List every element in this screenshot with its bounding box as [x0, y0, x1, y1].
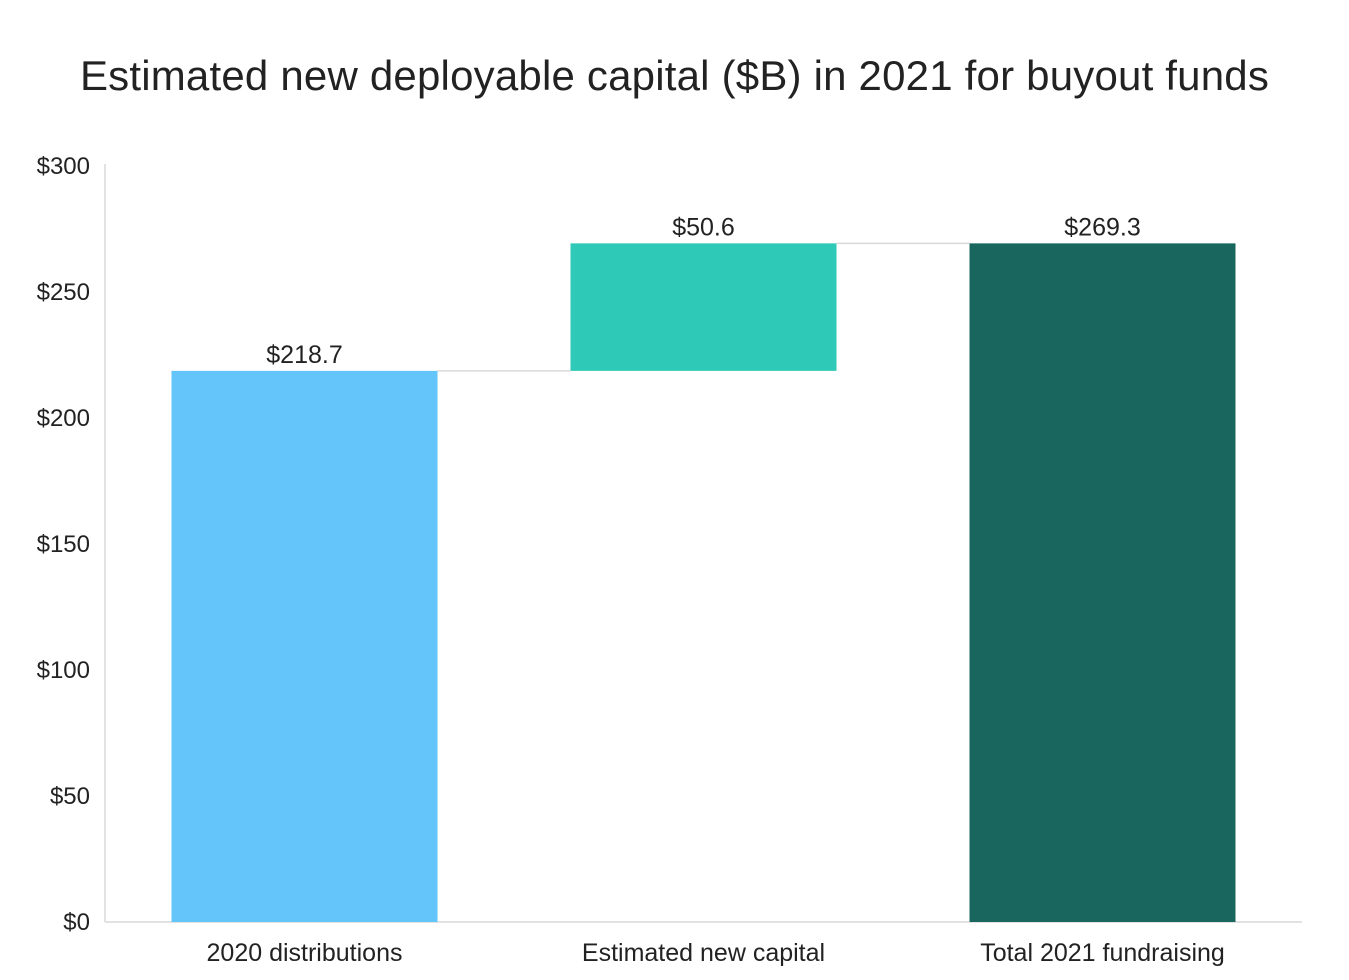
bars-layer [171, 243, 1236, 923]
x-category-label: Estimated new capital [582, 939, 825, 967]
labels-layer: $218.7 2020 distributions $50.6 Estimated n… [207, 213, 1225, 967]
y-tick-label: $100 [37, 657, 90, 684]
data-label: $50.6 [672, 213, 735, 241]
y-tick-label: $150 [37, 531, 90, 558]
y-tick-label: $250 [37, 279, 90, 306]
y-tick-label: $300 [37, 153, 90, 180]
y-tick-label: $50 [50, 783, 90, 810]
bar-2020-distributions [171, 370, 438, 923]
chart-title: Estimated new deployable capital ($B) in… [79, 52, 1270, 99]
axes-layer: $0 $50 $100 $150 $200 $250 $300 [37, 153, 1302, 936]
connector-layer [437, 242, 970, 372]
data-label: $269.3 [1064, 213, 1140, 241]
data-label: $218.7 [266, 341, 342, 369]
x-category-label: Total 2021 fundraising [980, 939, 1225, 967]
y-tick-label: $200 [37, 405, 90, 432]
y-tick-label: $0 [63, 909, 90, 936]
x-category-label: 2020 distributions [207, 939, 403, 967]
bar-total-2021-fundraising [969, 243, 1236, 922]
bar-estimated-new-capital [570, 243, 837, 371]
